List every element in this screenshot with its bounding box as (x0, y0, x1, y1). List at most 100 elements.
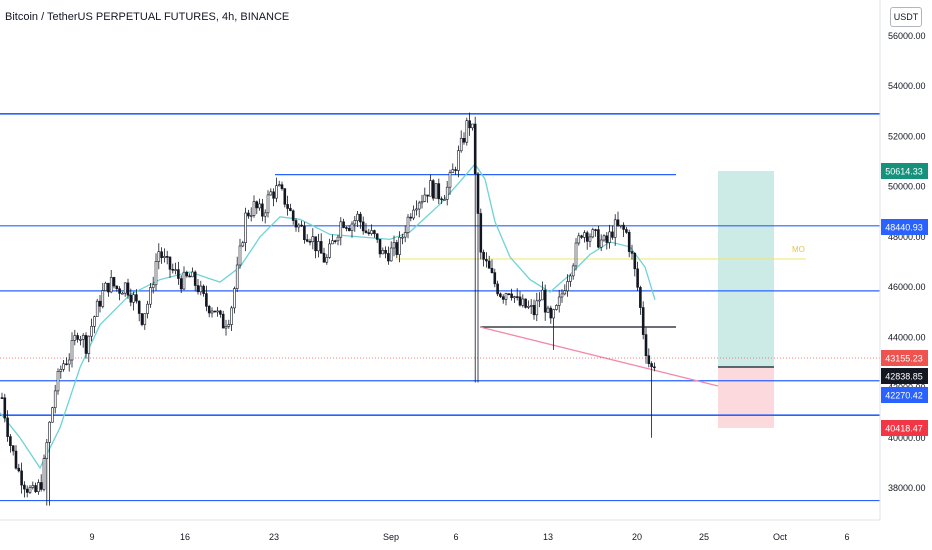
candle (0, 392, 4, 399)
time-tick-label: Sep (383, 532, 399, 542)
candle-body (381, 250, 385, 255)
candle (633, 252, 637, 277)
candle-body (126, 282, 130, 296)
candle (289, 203, 292, 212)
candle (639, 285, 642, 315)
candle (73, 329, 77, 346)
candle (507, 293, 511, 296)
candle (552, 308, 555, 350)
candle (37, 479, 40, 495)
candle-body (146, 303, 149, 314)
price-tick-label: 46000.00 (888, 282, 926, 292)
candle (353, 216, 357, 232)
candle-body (585, 232, 589, 242)
candle-body (17, 467, 21, 472)
candle-body (409, 216, 413, 219)
price-tick-label: 38000.00 (888, 483, 926, 493)
candle (280, 181, 284, 191)
candle (597, 225, 600, 249)
candle-body (238, 245, 242, 266)
candle-body (252, 201, 256, 216)
candle-body (426, 194, 429, 197)
time-axis[interactable]: 9 16 23 Sep 6 13 20 25 Oct 6 (0, 519, 880, 542)
candle (577, 232, 581, 246)
candle-body (521, 298, 525, 306)
candle (157, 243, 161, 270)
candle (177, 261, 180, 285)
candle-body (235, 264, 239, 289)
candle-body (599, 239, 603, 248)
candle (602, 234, 606, 242)
candle-body (541, 289, 544, 301)
candle-body (87, 335, 91, 354)
price-label-badge: 50614.33 (881, 163, 928, 179)
candle-body (286, 204, 289, 209)
candle-body (280, 184, 284, 189)
candle (569, 274, 572, 287)
candle (367, 228, 371, 236)
candle (107, 282, 110, 297)
candle (384, 246, 387, 259)
candle-body (34, 485, 37, 492)
candle (431, 179, 435, 201)
candle (56, 368, 60, 395)
candle (17, 463, 21, 473)
candle-body (496, 283, 499, 295)
price-tick-label: 48000.00 (888, 232, 926, 242)
candle-body (490, 267, 494, 273)
target-zone[interactable] (718, 171, 774, 367)
stop-zone[interactable] (718, 367, 774, 428)
candle-body (597, 229, 600, 248)
price-label-text: 48440.93 (885, 223, 923, 233)
candle-body (429, 180, 432, 197)
horizontal-levels (0, 113, 880, 502)
candle-body (451, 169, 455, 173)
candle-body (31, 485, 35, 488)
candle (594, 228, 597, 237)
candle (143, 313, 147, 330)
candle-body (6, 417, 9, 437)
candle (202, 284, 205, 297)
candle (216, 306, 219, 317)
candle (241, 240, 245, 248)
candle (566, 274, 569, 297)
trendline[interactable] (479, 326, 719, 387)
candle-body (333, 240, 337, 242)
candle (423, 187, 427, 203)
candle (485, 252, 488, 268)
candle (275, 177, 278, 203)
candle (627, 229, 631, 258)
candle (6, 410, 9, 442)
candle-body (420, 201, 424, 204)
candle (277, 180, 281, 187)
candle-body (107, 282, 110, 293)
currency-button[interactable]: USDT (890, 7, 922, 27)
candle-body (535, 300, 539, 316)
candle-body (224, 325, 228, 329)
candle-body (641, 307, 645, 335)
time-tick-label: 9 (89, 532, 94, 542)
candle-body (644, 334, 648, 357)
candle-body (437, 183, 441, 200)
candle-body (283, 188, 287, 205)
candle (608, 224, 611, 249)
candle (527, 300, 530, 310)
candle-body (266, 194, 270, 214)
candle-body (20, 470, 23, 486)
candle (179, 275, 183, 294)
candle-body (95, 300, 99, 317)
candle (403, 225, 407, 243)
price-label-bg (881, 420, 928, 436)
candle (605, 232, 609, 250)
candle-body (121, 292, 124, 295)
candle (11, 445, 15, 456)
candle (84, 332, 88, 359)
candle (205, 285, 208, 312)
candle-body (499, 293, 502, 297)
candle-body (510, 293, 513, 298)
candle-body (51, 407, 54, 423)
candle-body (174, 269, 177, 271)
candle-body (221, 313, 225, 329)
price-axis[interactable]: 56000.00 54000.00 52000.00 50000.00 48000.00… (879, 0, 926, 520)
